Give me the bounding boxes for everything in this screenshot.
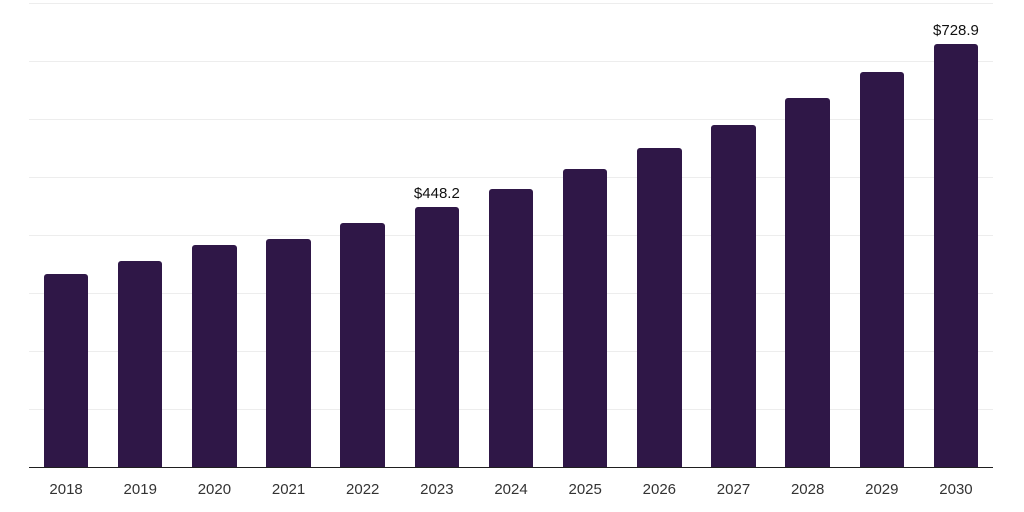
gridline — [29, 3, 993, 4]
bar-group — [622, 3, 696, 467]
bar-group — [845, 3, 919, 467]
x-axis-tick-label: 2019 — [123, 481, 157, 498]
bar — [859, 71, 905, 467]
bar-group — [251, 3, 325, 467]
x-axis-tick-label: 2021 — [271, 481, 306, 498]
x-axis-tick-label: 2025 — [568, 481, 602, 498]
x-axis-tick-label: 2024 — [494, 481, 528, 498]
bar — [488, 188, 534, 467]
x-axis-tick-label: 2023 — [420, 481, 454, 498]
x-axis-tick-label: 2029 — [865, 481, 899, 498]
x-axis-tick-label: 2027 — [716, 481, 751, 498]
bar — [785, 98, 830, 467]
bar — [266, 239, 311, 467]
bar-value-label: $448.2 — [413, 185, 460, 203]
bar-group — [548, 3, 622, 467]
bar — [637, 148, 682, 467]
bar-group — [103, 3, 177, 467]
bar-group — [326, 3, 400, 467]
bar-group — [177, 3, 251, 467]
gridline — [29, 119, 993, 120]
bar-group: $728.9 — [919, 3, 993, 467]
x-axis-tick-label: 2022 — [346, 481, 380, 498]
x-axis-tick-label: 2030 — [939, 481, 973, 498]
x-axis-tick-label: 2026 — [642, 481, 677, 498]
x-axis-tick-label: 2028 — [790, 481, 825, 498]
x-axis-tick-label: 2020 — [197, 481, 232, 498]
bar-value-label: $728.9 — [933, 22, 979, 40]
bar — [562, 168, 608, 467]
bar — [192, 244, 237, 467]
bar — [414, 207, 460, 467]
bar — [711, 124, 756, 467]
gridline — [29, 61, 993, 62]
gridline — [29, 177, 993, 178]
bar-group — [696, 3, 770, 467]
bar — [340, 222, 385, 467]
bar-group — [29, 3, 103, 467]
x-axis-labels: 2018 2019 2020 2021 2022 2023 2024 2025 2026 2027… — [29, 481, 993, 499]
x-axis-tick-label: 2018 — [49, 481, 83, 498]
bar — [43, 274, 89, 467]
bar-group — [474, 3, 548, 467]
bar — [933, 44, 979, 467]
bar-group — [771, 3, 845, 467]
bar — [117, 261, 163, 467]
bars-layer: $448.2 $728.9 — [29, 3, 993, 467]
bar-group: $448.2 — [400, 3, 474, 467]
plot-area: $448.2 $728.9 — [29, 3, 993, 468]
